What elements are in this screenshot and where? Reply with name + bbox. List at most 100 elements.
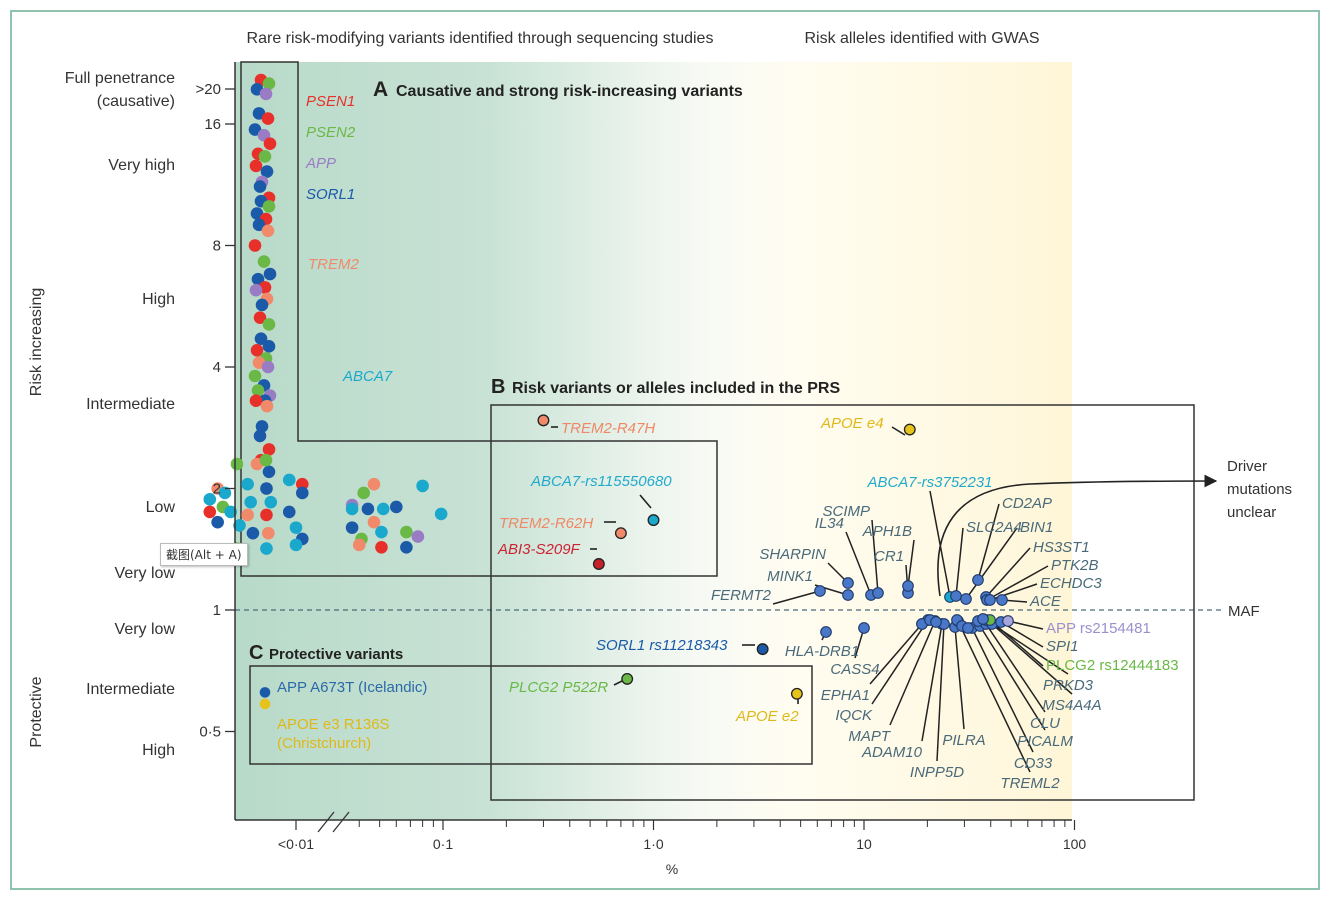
variant-dot-psen2 [357,486,370,500]
risk-category-label: Very high [108,157,175,174]
variant-dot-sorl1 [262,340,276,353]
variant-dot-sorl1 [262,465,276,479]
leader-line [985,547,1031,598]
leader-line [986,565,1049,601]
gwas-label: IL34 [815,515,844,532]
gwas-dot-echdc3 [984,594,996,606]
variant-dot-sorl1 [250,207,264,220]
driver-arrow [937,474,1218,597]
variant-label: ABI3-S209F [497,541,581,558]
risk-category-label: Very low [115,565,176,582]
y-tick-label: 4 [213,359,221,376]
panel-b-letter: B [491,376,505,398]
variant-dot-psen1 [262,443,276,456]
maf-label: MAF [1228,603,1260,620]
gwas-dot-fermt2 [814,585,826,597]
leader-line [891,426,906,436]
gwas-label: CLU [1030,715,1060,732]
gwas-dot-aph1b [902,580,914,592]
y-tick-label: 0·5 [199,724,221,741]
variant-label: APOE e2 [735,708,799,725]
legend-gene-trem2: TREM2 [308,256,359,273]
legend-gene-sorl1: SORL1 [306,186,355,203]
variant-dot-abca7 [260,542,273,555]
gwas-label: SCIMP [822,503,870,520]
variant-point-trem2-r47h [537,414,550,427]
figure-frame [10,10,1320,890]
y-tick-label: 2 [213,481,221,498]
leader-line [936,623,945,762]
variant-dot-psen1 [263,137,277,150]
variant-point-abca7-rs115550680 [647,514,660,527]
variant-dot-sorl1 [390,500,403,514]
variant-label: TREM2-R62H [499,515,593,532]
risk-category-label: (causative) [97,93,175,110]
gwas-label: CD2AP [1002,495,1052,512]
gwas-label: PILRA [942,732,985,749]
variant-dot-abca7 [345,502,359,516]
variant-dot-psen1 [261,112,275,125]
variant-label: APOE e4 [820,415,884,432]
gwas-label: TREML2 [1000,775,1060,792]
variant-dot-abca7 [289,521,303,534]
variant-dot-abca7 [264,495,278,509]
risk-category-label: High [142,742,175,759]
leader-line [989,619,1044,667]
header-gwas: Risk alleles identified with GWAS [804,30,1039,47]
gwas-label: ECHDC3 [1040,575,1102,592]
variant-dot-psen1 [375,541,388,554]
y-tick-label: 1 [213,602,221,619]
risk-category-label: Intermediate [86,681,175,698]
gwas-label: APH1B [862,523,912,540]
gwas-label: CASS4 [830,661,879,678]
variant-dot-psen2 [259,453,273,467]
gwas-label: MAPT [848,728,892,745]
variant-dot-sorl1 [400,541,413,554]
leader-line [955,527,964,597]
variant-dot-abca7 [375,525,388,539]
variant-dot-sorl1 [295,486,309,500]
leader-line [869,623,923,685]
gwas-label: HLA-DRB1 [785,643,859,660]
variant-label: (Christchurch) [277,735,371,752]
risk-category-label: Intermediate [86,396,175,413]
x-tick-label: 1·0 [643,836,663,852]
variant-dot-sorl1 [248,123,262,136]
variant-dot-psen2 [262,200,276,213]
y-tick-label: >20 [196,81,221,98]
gwas-dot-mink1 [842,589,854,601]
variant-dot-sorl1 [255,420,269,433]
leader-line [979,625,1046,731]
gwas-dot-cass4 [858,622,870,634]
gwas-label: PICALM [1017,733,1073,750]
leader-line [985,623,1046,713]
risk-category-label: Low [146,499,176,516]
variant-dot-abca7 [376,502,390,516]
variant-dot-sorl1 [263,267,277,281]
variant-dot-psen1 [248,239,262,252]
gwas-label: EPHA1 [821,687,870,704]
variant-dot-sorl1 [361,502,375,516]
y-tick-label: 8 [213,238,221,255]
panel-a-letter: A [373,78,388,101]
gwas-dot-slc2a4 [950,590,962,602]
panel-c-letter: C [249,642,263,664]
variant-dot-psen2 [230,457,244,471]
gwas-dot-ace [996,594,1008,606]
gwas-label: SLC2A4 [966,519,1022,536]
gwas-label: CD33 [1014,755,1053,772]
leader-line [957,620,1031,773]
variant-dot-psen1 [203,505,217,519]
gwas-label: FERMT2 [711,587,772,604]
panel-b-box [490,404,1195,801]
gwas-label: BIN1 [1020,519,1053,536]
variant-dot-psen1 [249,394,263,408]
variant-dot-abca7 [282,473,296,487]
x-tick-label: 0·1 [433,836,453,852]
panel-c-box [249,665,813,765]
variant-dot-psen1 [249,159,263,173]
variant-dot-trem2 [367,477,381,491]
driver-label-line-2: mutations [1227,481,1292,498]
axis-break-mark [332,811,350,833]
